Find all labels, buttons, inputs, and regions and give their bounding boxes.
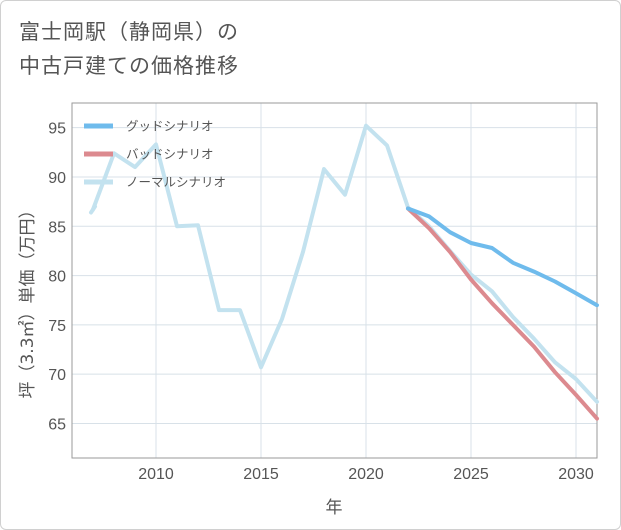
y-tick-label: 65 xyxy=(48,416,66,433)
y-tick-label: 75 xyxy=(48,318,66,335)
y-tick-label: 70 xyxy=(48,367,66,384)
y-axis-ticks: 65 70 75 80 85 90 95 xyxy=(48,121,66,434)
y-tick-label: 80 xyxy=(48,269,66,286)
series-2-start-marker xyxy=(89,204,97,215)
y-tick-label: 95 xyxy=(48,121,66,138)
chart-title: 富士岡駅（静岡県）の 中古戸建ての価格推移 xyxy=(19,15,239,83)
legend-label-1: バッドシナリオ xyxy=(126,147,214,162)
series-line-1 xyxy=(406,206,599,421)
x-tick-label: 2010 xyxy=(138,466,174,483)
legend-label-0: グッドシナリオ xyxy=(126,119,214,134)
x-tick-label: 2015 xyxy=(243,466,279,483)
chart-title-line-1: 富士岡駅（静岡県）の xyxy=(19,20,239,44)
x-tick-label: 2030 xyxy=(558,466,594,483)
chart-title-line-2: 中古戸建ての価格推移 xyxy=(19,54,239,78)
x-axis-label: 年 xyxy=(326,498,343,518)
y-tick-label: 85 xyxy=(48,219,66,236)
plot-area-frame xyxy=(71,102,598,459)
x-tick-label: 2020 xyxy=(348,466,384,483)
legend-label-2: ノーマルシナリオ xyxy=(126,175,226,190)
x-axis-ticks: 2010 2015 2020 2025 2030 xyxy=(138,466,594,483)
series-line-0 xyxy=(406,206,599,308)
y-tick-label: 90 xyxy=(48,170,66,187)
series-layer xyxy=(89,123,599,421)
series-line-2 xyxy=(91,123,599,404)
y-axis-label: 坪（3.3㎡）単価（万円） xyxy=(18,201,38,398)
x-tick-label: 2025 xyxy=(453,466,489,483)
